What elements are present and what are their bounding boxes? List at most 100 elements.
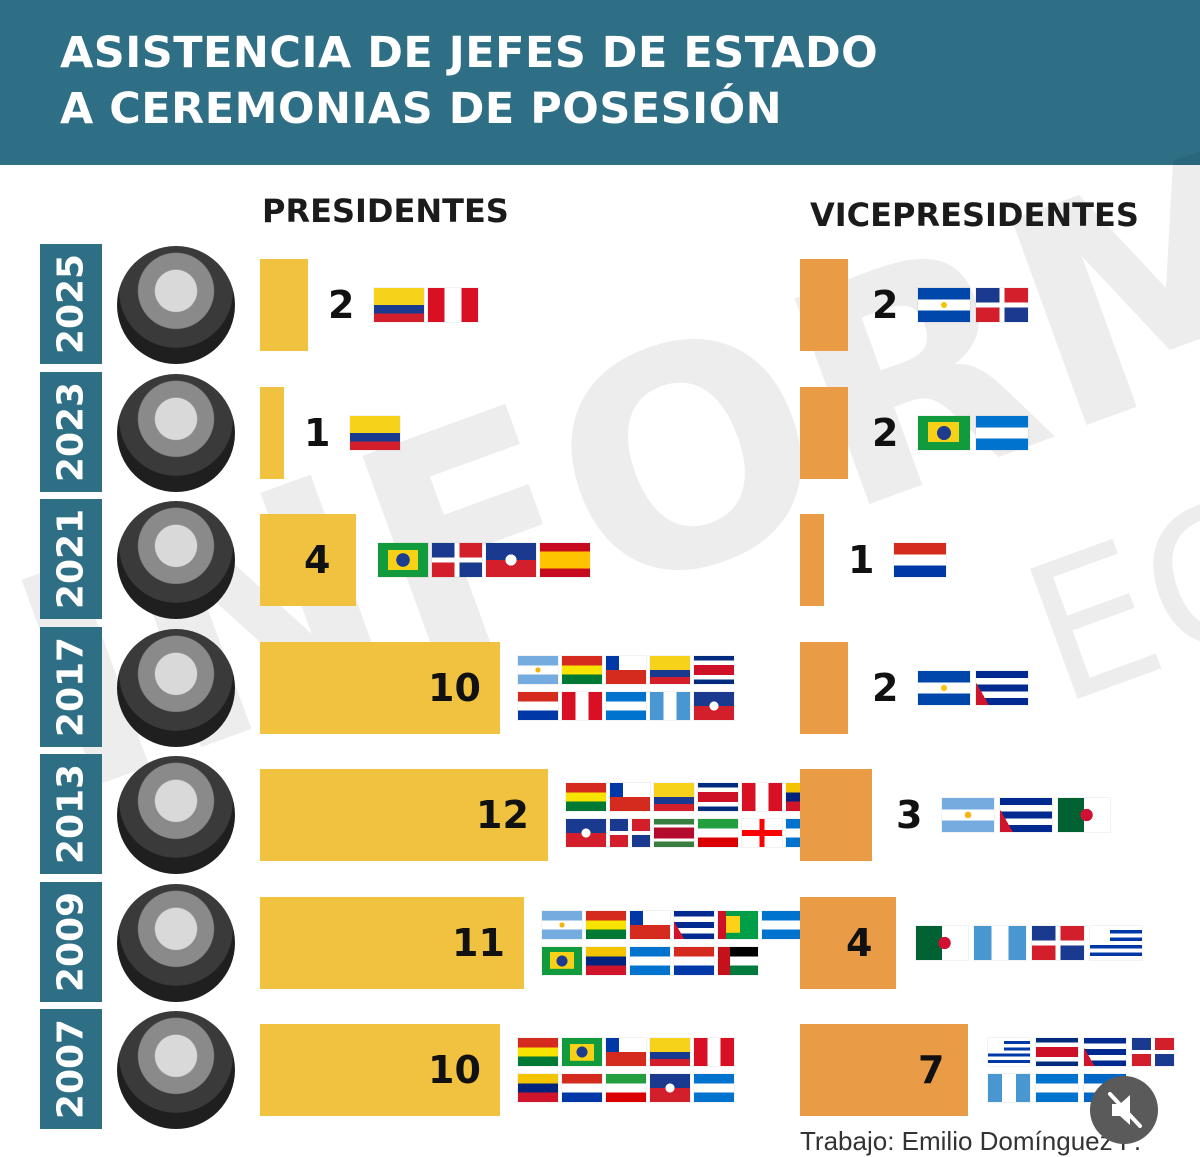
vicepresidentes-bar [800, 641, 848, 734]
flag-haiti [650, 1074, 690, 1102]
flag-argentina [518, 655, 558, 684]
flag-honduras [762, 910, 802, 939]
presidentes-bar [260, 769, 548, 861]
flag-dominican-republic [432, 543, 482, 577]
presidentes-count: 12 [476, 793, 529, 837]
flag-peru [694, 1038, 734, 1066]
flag-honduras [606, 691, 646, 720]
flag-guyana [718, 910, 758, 939]
flag-dominican-republic [1032, 925, 1084, 960]
flag-brazil [542, 946, 582, 975]
flag-guatemala [974, 925, 1026, 960]
vicepresidentes-bar [800, 259, 848, 351]
year-tab: 2013 [40, 754, 102, 874]
president-photo [117, 246, 235, 364]
flag-colombia [374, 288, 424, 322]
flag-bolivia [586, 910, 626, 939]
flag-georgia [742, 819, 782, 847]
presidentes-bar [260, 1024, 500, 1116]
vicepresidentes-bar [800, 896, 896, 989]
flag-el-salvador [918, 670, 970, 705]
flag-dominican-republic [1132, 1038, 1174, 1066]
flag-bolivia [518, 1038, 558, 1066]
flag-colombia [350, 415, 400, 450]
watermark-secondary: EC [999, 453, 1200, 748]
page-title-line-1: ASISTENCIA DE JEFES DE ESTADO [60, 28, 879, 78]
presidentes-bar [260, 896, 524, 989]
year-tab: 2021 [40, 499, 102, 619]
flag-el-salvador [918, 288, 970, 322]
presidentes-count: 4 [304, 538, 331, 582]
presidentes-count: 1 [304, 410, 331, 455]
flag-uruguay [988, 1038, 1030, 1066]
vicepresidentes-count: 2 [872, 283, 899, 327]
year-tab: 2023 [40, 371, 102, 492]
year-tab: 2009 [40, 881, 102, 1002]
flag-bolivia [566, 783, 606, 811]
vicepresidentes-count: 7 [918, 1048, 945, 1092]
flag-paraguay [674, 946, 714, 975]
year-label: 2021 [50, 508, 92, 610]
flag-chile [606, 1038, 646, 1066]
year-tab: 2025 [40, 244, 102, 364]
president-photo [117, 628, 235, 747]
year-label: 2017 [50, 636, 92, 737]
flag-paraguay [562, 1074, 602, 1102]
flag-brazil [562, 1038, 602, 1066]
flag-chile [630, 910, 670, 939]
flag-costa-rica [694, 655, 734, 684]
flag-suriname [654, 819, 694, 847]
year-label: 2025 [50, 253, 92, 355]
flag-dominican-republic [976, 288, 1028, 322]
vicepresidentes-bar [800, 386, 848, 479]
president-photo [117, 1011, 235, 1129]
president-photo [117, 756, 235, 874]
flag-algeria [1058, 798, 1110, 832]
flag-peru [428, 288, 478, 322]
header-banner: ASISTENCIA DE JEFES DE ESTADO A CEREMONI… [0, 0, 1200, 165]
flag-bolivia [562, 655, 602, 684]
flag-spain [540, 543, 590, 577]
year-tab: 2007 [40, 1009, 102, 1129]
president-photo [117, 501, 235, 619]
year-tab: 2017 [40, 626, 102, 747]
presidentes-column-title: PRESIDENTES [262, 192, 509, 230]
flag-paraguay [894, 543, 946, 577]
page-title-line-2: A CEREMONIAS DE POSESIÓN [60, 84, 783, 134]
presidentes-bar [260, 641, 500, 734]
mute-button[interactable] [1090, 1076, 1158, 1144]
flag-costa-rica [1036, 1038, 1078, 1066]
flag-brazil [378, 543, 428, 577]
flag-western-sahara [718, 946, 758, 975]
year-label: 2023 [50, 381, 92, 482]
vicepresidentes-count: 3 [896, 793, 923, 837]
vicepresidentes-count: 1 [848, 538, 875, 582]
vicepresidentes-bar [800, 514, 824, 606]
presidentes-bar [260, 386, 284, 479]
vicepresidentes-count: 4 [846, 920, 873, 965]
flag-colombia [650, 655, 690, 684]
flag-chile [606, 655, 646, 684]
flag-cuba [1000, 798, 1052, 832]
vicepresidentes-column-title: VICEPRESIDENTES [810, 196, 1139, 234]
flag-peru [562, 691, 602, 720]
presidentes-count: 11 [452, 920, 505, 965]
flag-haiti [694, 691, 734, 720]
flag-cuba [1084, 1038, 1126, 1066]
flag-algeria [916, 925, 968, 960]
vicepresidentes-count: 2 [872, 665, 899, 710]
flag-honduras [694, 1074, 734, 1102]
flag-costa-rica [698, 783, 738, 811]
flag-chile [610, 783, 650, 811]
flag-iran [698, 819, 738, 847]
vicepresidentes-bar [800, 1024, 968, 1116]
flag-cuba [674, 910, 714, 939]
flag-iran [606, 1074, 646, 1102]
year-label: 2009 [50, 891, 92, 992]
flag-argentina [942, 798, 994, 832]
flag-venezuela [518, 1074, 558, 1102]
year-label: 2007 [50, 1018, 92, 1120]
presidentes-bar [260, 514, 356, 606]
flag-paraguay [518, 691, 558, 720]
flag-cuba [976, 670, 1028, 705]
